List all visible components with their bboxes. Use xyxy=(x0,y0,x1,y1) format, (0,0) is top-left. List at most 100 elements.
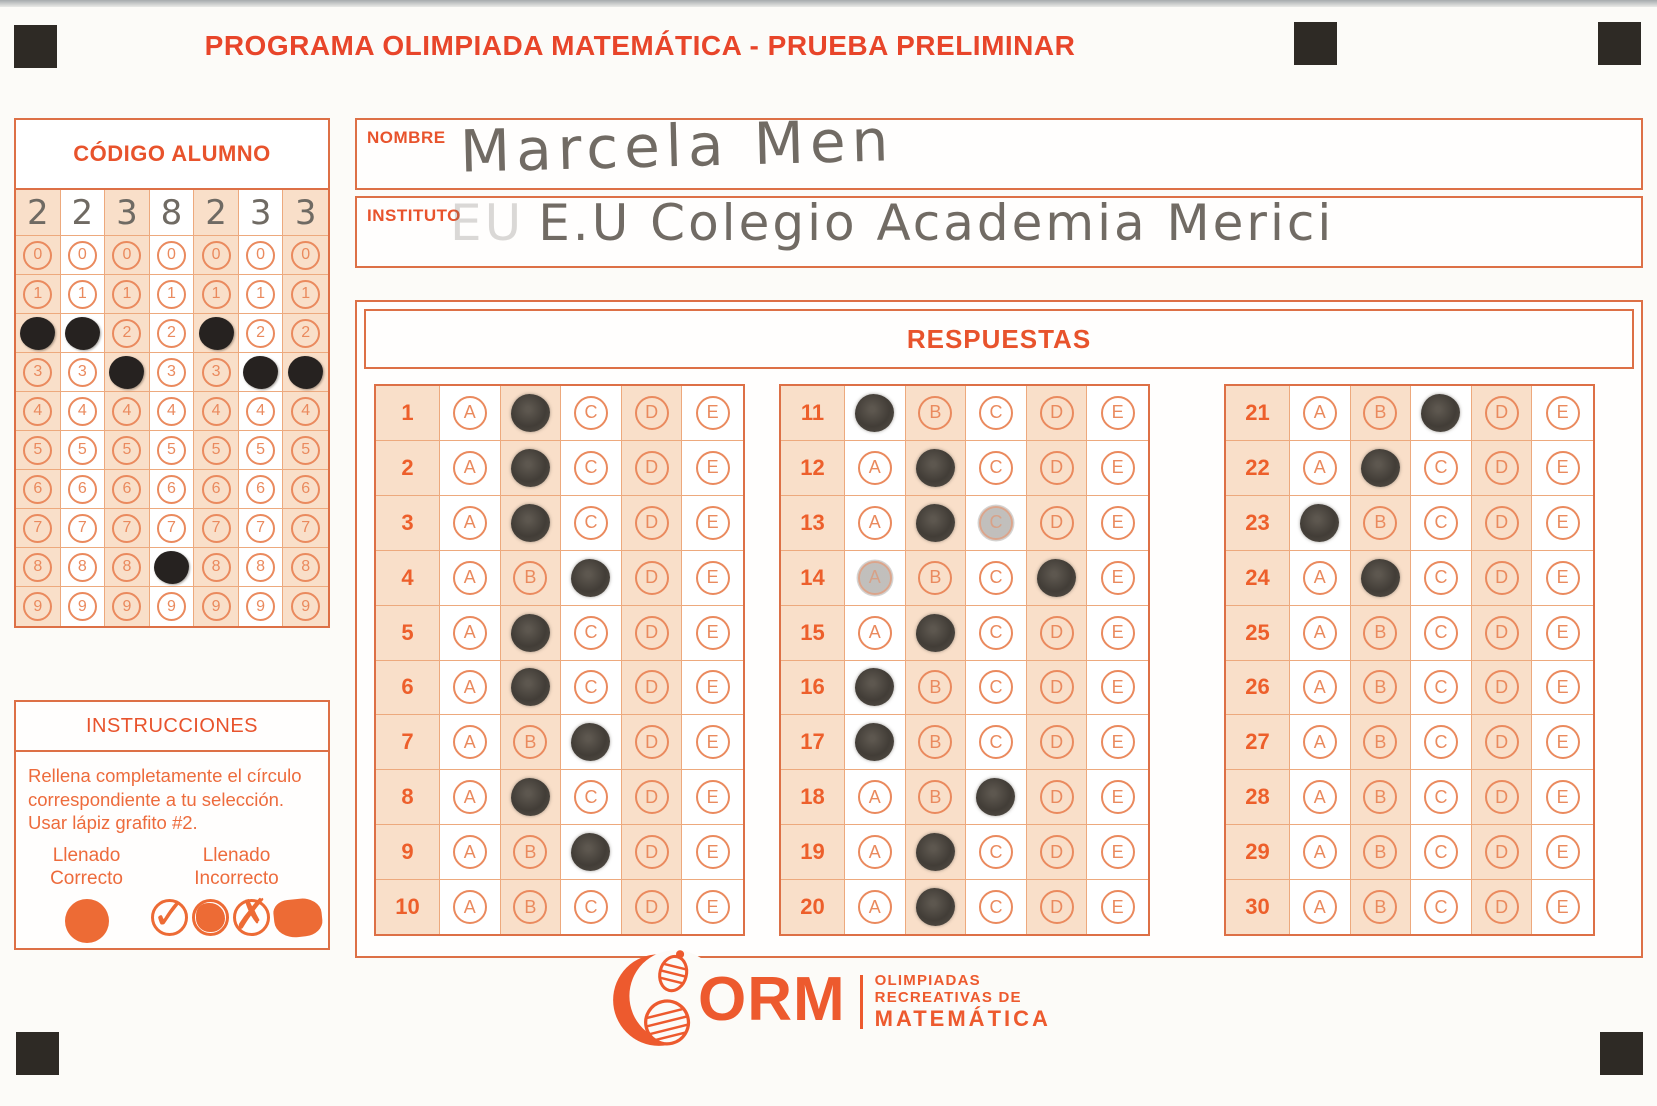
answer-bubble: E xyxy=(1100,450,1135,485)
codigo-grid-cell: 9 xyxy=(283,587,328,626)
code-bubble: 7 xyxy=(246,513,276,543)
code-bubble: 0 xyxy=(112,240,142,270)
codigo-handwritten-digit: 3 xyxy=(105,190,150,236)
question-number: 2 xyxy=(376,440,440,495)
codigo-grid-cell: 3 xyxy=(60,353,106,392)
answer-cell: C xyxy=(561,880,622,935)
answer-bubble: E xyxy=(1545,560,1580,595)
answer-row: 16 B C D E xyxy=(781,660,1148,716)
answer-bubble: A xyxy=(1302,835,1337,870)
answer-bubble: B xyxy=(1363,890,1398,925)
answer-row: 22 A C D E xyxy=(1226,440,1593,496)
answer-cell: C xyxy=(1411,715,1472,770)
answer-bubble: E xyxy=(1545,395,1580,430)
answer-bubble: C xyxy=(978,890,1013,925)
codigo-grid-cell: 4 xyxy=(60,392,106,431)
code-bubble: 3 xyxy=(156,357,186,387)
answer-bubble: D xyxy=(634,835,669,870)
code-bubble: 3 xyxy=(23,357,53,387)
pencil-filled-bubble xyxy=(571,558,611,597)
answer-bubble: B xyxy=(918,780,953,815)
answer-cell: A xyxy=(440,550,501,605)
answer-cell: B xyxy=(500,550,562,605)
codigo-grid-cell: 2 xyxy=(105,314,150,353)
question-number: 5 xyxy=(376,605,440,660)
code-bubble: 2 xyxy=(112,318,142,348)
answer-bubble: B xyxy=(1363,505,1398,540)
answer-cell: B xyxy=(1350,495,1412,550)
question-number: 11 xyxy=(781,386,845,440)
answer-bubble: A xyxy=(452,835,487,870)
code-bubble: 8 xyxy=(23,552,53,582)
answer-bubble: A xyxy=(1302,615,1337,650)
answer-cell: E xyxy=(1087,551,1148,605)
instructions-text: Rellena completamente el círculo corresp… xyxy=(28,765,302,834)
answer-bubble: A xyxy=(857,615,892,650)
code-bubble: 5 xyxy=(112,435,142,465)
checkmark-circle-icon: ✓ xyxy=(151,889,188,938)
answer-bubble: C xyxy=(1423,835,1458,870)
answer-bubble: E xyxy=(695,560,730,595)
answer-bubble: D xyxy=(634,560,669,595)
answer-bubble: C xyxy=(1423,670,1458,705)
code-bubble: 2 xyxy=(156,318,186,348)
answer-bubble: E xyxy=(1545,615,1580,650)
answer-bubble: D xyxy=(634,615,669,650)
answer-cell: D xyxy=(1471,770,1533,825)
answer-bubble: C xyxy=(978,450,1013,485)
answer-cell: E xyxy=(1087,825,1148,879)
answer-bubble: A xyxy=(452,450,487,485)
answer-cell: D xyxy=(621,605,683,660)
answer-bubble: C xyxy=(1423,560,1458,595)
code-bubble: 0 xyxy=(67,240,97,270)
answer-row: 19 A C D E xyxy=(781,825,1148,881)
answer-bubble: A xyxy=(1302,725,1337,760)
answer-cell: E xyxy=(1532,441,1593,495)
code-bubble: 9 xyxy=(201,592,231,621)
circle-outline-icon xyxy=(192,899,229,937)
answer-cell: D xyxy=(1026,605,1088,660)
answer-cell: E xyxy=(1532,880,1593,934)
code-bubble: 6 xyxy=(112,474,142,504)
codigo-grid-cell: 1 xyxy=(60,275,106,314)
answer-cell: C xyxy=(1411,660,1472,715)
answer-bubble: A xyxy=(857,835,892,870)
pencil-filled-bubble xyxy=(510,448,550,487)
answer-row: 18 A B D E xyxy=(781,770,1148,826)
answer-cell: C xyxy=(561,495,622,550)
answer-bubble: C xyxy=(573,505,608,540)
answer-bubble: E xyxy=(1545,725,1580,760)
pencil-filled-bubble xyxy=(510,503,550,542)
code-bubble: 0 xyxy=(201,240,231,270)
answer-cell xyxy=(500,386,562,440)
correct-fill-dot-icon xyxy=(64,898,109,943)
answer-cell: A xyxy=(845,770,906,825)
code-bubble: 7 xyxy=(23,513,53,543)
pencil-filled-bubble xyxy=(510,393,550,432)
registration-mark xyxy=(1598,22,1641,65)
pencil-filled-bubble xyxy=(1037,558,1077,597)
answer-cell: A xyxy=(1290,386,1351,440)
instituto-field: INSTITUTO xyxy=(355,196,1643,268)
answer-cell: E xyxy=(682,606,743,660)
code-bubble: 2 xyxy=(291,318,321,348)
question-number: 24 xyxy=(1226,550,1290,605)
answer-cell xyxy=(845,386,906,440)
answer-cell xyxy=(905,495,967,550)
answer-cell: C xyxy=(966,880,1027,935)
codigo-grid-cell: 0 xyxy=(105,236,150,275)
question-number: 21 xyxy=(1226,386,1290,440)
answer-bubble: D xyxy=(634,450,669,485)
answer-row: 25 A B C D E xyxy=(1226,605,1593,661)
answer-cell: D xyxy=(1471,440,1533,495)
respuestas-title: RESPUESTAS xyxy=(364,309,1634,369)
answer-cell: D xyxy=(621,660,683,715)
answer-row: 14 A B C E xyxy=(781,550,1148,606)
answer-cell: D xyxy=(1471,386,1533,440)
codigo-grid-cell: 6 xyxy=(105,470,150,509)
codigo-grid-cell: 6 xyxy=(16,470,61,509)
answer-cell: B xyxy=(905,715,967,770)
codigo-grid-cell: 5 xyxy=(149,431,195,470)
